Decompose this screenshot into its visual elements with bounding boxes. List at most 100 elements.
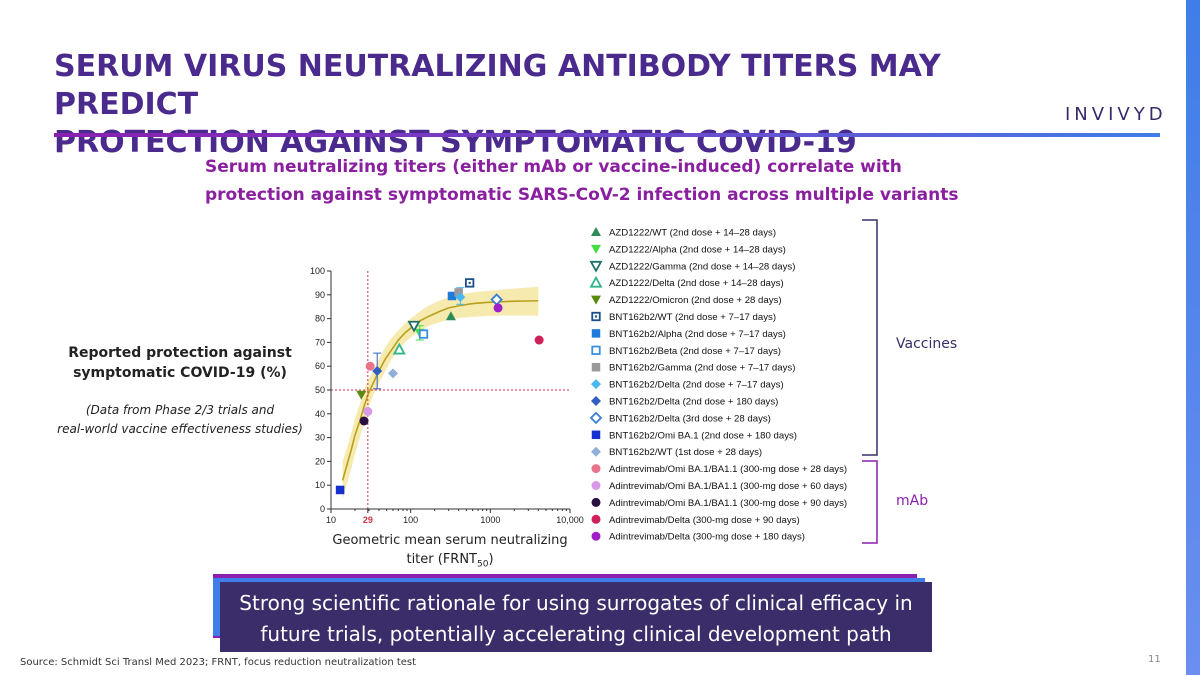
mab-bracket-label: mAb [896,493,929,509]
data-point [359,416,369,426]
legend-marker [591,295,601,305]
title-underline [54,133,1160,137]
y-tick-label: 30 [315,433,325,443]
legend-marker [591,227,601,236]
confidence-band [342,286,539,500]
y-axis-label: Reported protection against symptomatic … [50,343,310,383]
legend-marker [589,275,603,288]
legend-marker [591,497,601,507]
mab-bracket [862,460,878,544]
x-axis-label-subscript: 50 [477,559,489,570]
legend-marker [591,531,601,541]
data-point [407,320,421,333]
data-point [392,342,406,355]
subtitle-line-1: Serum neutralizing titers (either mAb or… [205,157,902,177]
legend-entry: AZD1222/Alpha (2nd dose + 14–28 days) [609,244,786,255]
legend-entry: Adintrevimab/Omi BA.1/BA1.1 (300-mg dose… [609,464,847,475]
banner-line-2: future trials, potentially accelerating … [260,622,892,646]
title-line-1: SERUM VIRUS NEUTRALIZING ANTIBODY TITERS… [54,49,941,122]
data-point [455,292,466,303]
vaccines-bracket [862,219,878,456]
legend-entry: BNT162b2/WT (2nd dose + 7–17 days) [609,312,776,323]
x-axis-label: Geometric mean serum neutralizing titer … [330,531,570,575]
x-tick-label: 10 [326,515,336,525]
legend-marker [591,464,601,474]
legend-marker [589,411,603,425]
x-tick-label-reference: 29 [363,515,373,525]
data-point [363,406,373,416]
legend-entry: BNT162b2/Gamma (2nd dose + 7–17 days) [609,363,795,374]
slide-subtitle: Serum neutralizing titers (either mAb or… [205,153,965,209]
data-point [356,390,367,400]
legend-marker [589,260,603,273]
subtitle-line-2: protection against symptomatic SARS-CoV-… [205,185,959,205]
y-tick-label: 90 [315,290,325,300]
data-point [445,311,456,321]
x-axis-label-suffix: ) [488,552,494,567]
page-number: 11 [1148,654,1161,665]
x-axis-label-line-1: Geometric mean serum neutralizing [332,533,568,548]
legend-marker [591,396,601,406]
legend-entry: BNT162b2/Alpha (2nd dose + 7–17 days) [609,329,786,340]
y-tick-label: 20 [315,456,325,466]
right-accent-strip [1186,0,1200,675]
y-tick-label: 100 [310,266,325,276]
legend-marker [591,362,601,372]
data-point [418,329,429,339]
legend-marker [591,244,601,254]
legend-marker [591,345,601,355]
y-tick-label: 10 [315,480,325,490]
legend-entry: AZD1222/WT (2nd dose + 14–28 days) [609,228,776,239]
y-tick-label: 60 [315,361,325,371]
y-axis-label-line-1: Reported protection against [68,345,292,361]
y-axis-note: (Data from Phase 2/3 trials and real-wor… [50,401,310,439]
legend-entry: BNT162b2/Delta (2nd dose + 180 days) [609,397,778,408]
data-point-dot [468,281,471,285]
legend-entry: AZD1222/Omicron (2nd dose + 28 days) [609,295,782,306]
data-point [493,303,503,313]
legend-entry: BNT162b2/Omi BA.1 (2nd dose + 180 days) [609,430,797,441]
legend-entry: Adintrevimab/Delta (300-mg dose + 180 da… [609,532,805,543]
slide-title: SERUM VIRUS NEUTRALIZING ANTIBODY TITERS… [54,48,1014,162]
data-point [387,368,398,379]
legend-marker [591,481,601,490]
data-point [454,288,463,297]
legend-entry: Adintrevimab/Omi BA.1/BA1.1 (300-mg dose… [609,498,847,509]
legend-entry: BNT162b2/WT (1st dose + 28 days) [609,447,762,458]
key-message-banner: Strong scientific rationale for using su… [220,582,932,652]
data-point [447,291,457,301]
legend-marker [591,379,601,390]
data-point [365,361,375,371]
legend-entry: BNT162b2/Delta (3rd dose + 28 days) [609,413,771,424]
data-point [534,335,544,345]
y-axis-label-line-2: symptomatic COVID-19 (%) [73,365,287,381]
legend-brackets [862,219,878,544]
legend-entry: Adintrevimab/Omi BA.1/BA1.1 (300-mg dose… [609,481,847,492]
legend-marker-dot [594,315,598,318]
vaccines-bracket-label: Vaccines [896,336,958,352]
legend-marker [591,514,601,524]
y-tick-label: 0 [320,504,325,514]
y-tick-label: 50 [315,385,325,395]
source-footnote: Source: Schmidt Sci Transl Med 2023; FRN… [20,657,417,668]
legend-marker [591,446,601,457]
legend-entry: AZD1222/Delta (2nd dose + 14–28 days) [609,278,784,289]
legend-marker [591,430,601,440]
y-axis-note-line-1: (Data from Phase 2/3 trials and [85,403,275,417]
chart-legend: AZD1222/WT (2nd dose + 14–28 days) AZD122… [589,227,847,543]
legend-entry: BNT162b2/Delta (2nd dose + 7–17 days) [609,380,784,391]
legend-entry: BNT162b2/Beta (2nd dose + 7–17 days) [609,346,781,357]
x-axis-label-line-2: titer (FRNT [406,552,477,567]
title-line-2: PROTECTION AGAINST SYMPTOMATIC COVID-19 [54,125,857,160]
x-tick-label: 1000 [480,515,500,525]
y-axis-note-line-2: real-world vaccine effectiveness studies… [57,422,303,436]
y-tick-label: 40 [315,409,325,419]
legend-marker [591,329,601,338]
y-tick-label: 80 [315,314,325,324]
banner-line-1: Strong scientific rationale for using su… [239,591,913,615]
y-axis-description: Reported protection against symptomatic … [50,343,310,439]
invivyd-logo: INVIVYD [1065,104,1167,125]
y-tick-label: 70 [315,337,325,347]
